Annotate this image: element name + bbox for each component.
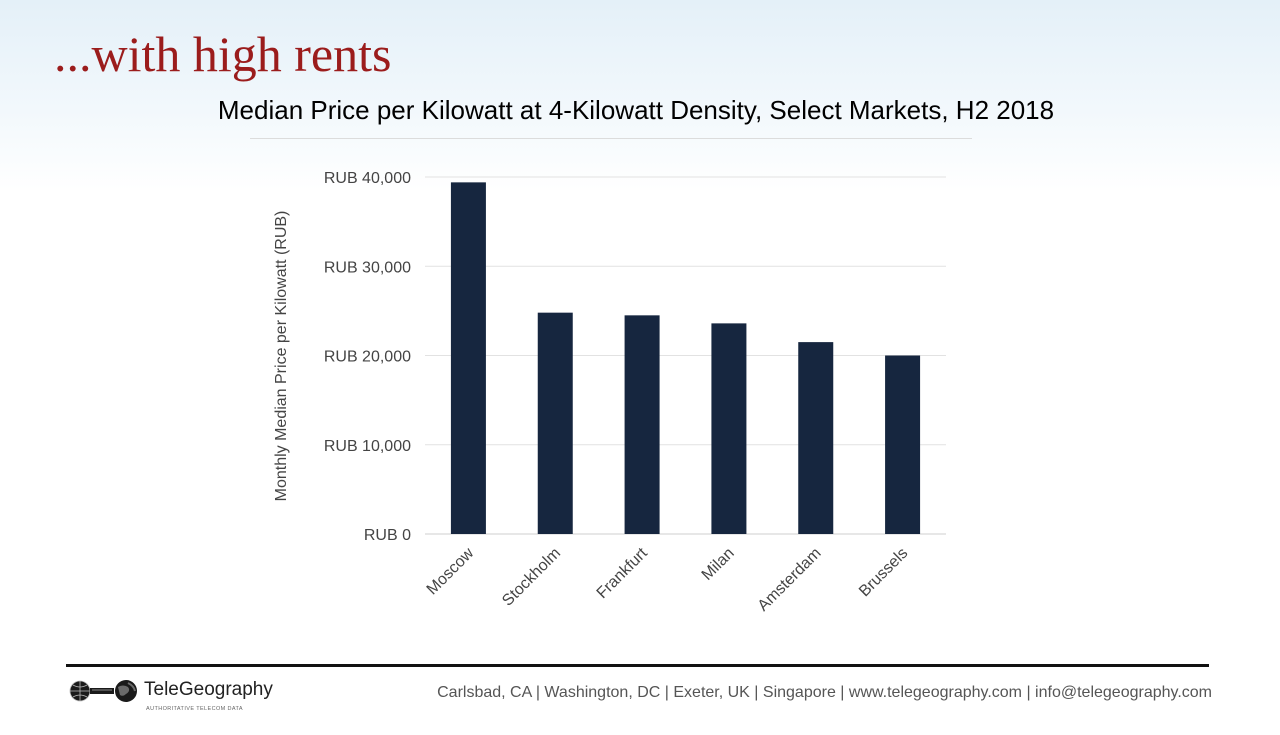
logo-text: TeleGeography (144, 679, 273, 700)
y-tick-label: RUB 0 (364, 527, 411, 544)
bar (885, 355, 921, 534)
chart-title: Median Price per Kilowatt at 4-Kilowatt … (217, 95, 1055, 125)
y-tick-labels: RUB 0 RUB 10,000 RUB 20,000 RUB 30,000 RUB 4… (324, 170, 411, 544)
bar (537, 312, 573, 534)
y-tick-label: RUB 30,000 (324, 259, 411, 276)
y-tick-label: RUB 10,000 (324, 438, 411, 455)
bar (624, 315, 660, 534)
x-tick-label: Amsterdam (755, 545, 825, 615)
x-tick-label: Moscow (424, 544, 478, 598)
y-tick-label: RUB 20,000 (324, 349, 411, 366)
globe-logo-icon (69, 680, 137, 702)
footer-divider (66, 664, 1209, 667)
logo-tagline: AUTHORITATIVE TELECOM DATA (146, 706, 243, 712)
bars (450, 182, 921, 535)
slide-title: ...with high rents (54, 26, 392, 82)
footer-contact: Carlsbad, CA | Washington, DC | Exeter, … (437, 684, 1212, 701)
x-tick-labels: Moscow Stockholm Frankfurt Milan Amsterdam Br… (424, 544, 912, 614)
bar (450, 182, 486, 535)
y-tick-label: RUB 40,000 (324, 170, 411, 187)
x-tick-label: Frankfurt (594, 544, 652, 602)
bar-chart: RUB 0 RUB 10,000 RUB 20,000 RUB 30,000 RUB 4… (273, 170, 946, 615)
bar (798, 342, 834, 534)
x-tick-label: Stockholm (499, 545, 564, 610)
grid-lines (425, 176, 946, 535)
x-tick-label: Brussels (856, 545, 911, 600)
y-axis-label: Monthly Median Price per Kilowatt (RUB) (273, 211, 290, 502)
title-divider (250, 138, 972, 139)
telegeography-logo[interactable]: TeleGeography AUTHORITATIVE TELECOM DATA (68, 678, 288, 718)
bar (711, 323, 747, 534)
x-tick-label: Milan (699, 545, 738, 584)
